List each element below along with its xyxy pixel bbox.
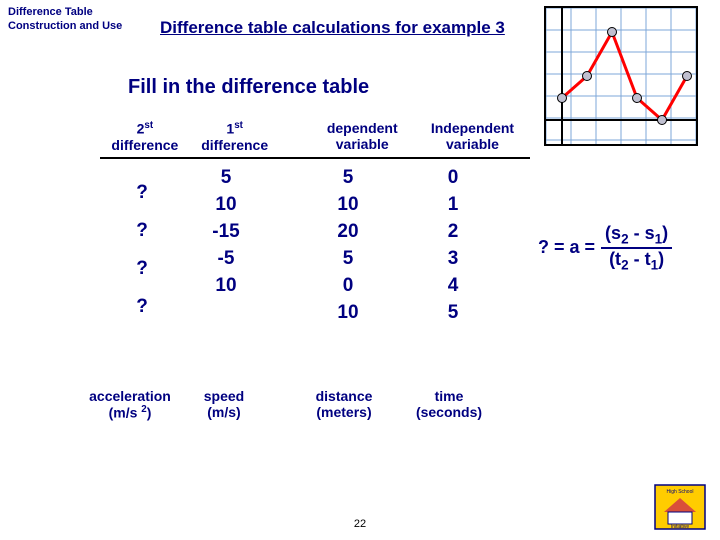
difference-table: 2st difference 1st difference dependent … (100, 118, 530, 324)
col-first-diff: 5 10 -15 -5 10 (184, 165, 268, 324)
cell: 5 (343, 167, 354, 189)
cell: 0 (448, 167, 459, 189)
header-first-diff: 1st difference (190, 118, 280, 155)
unit-time: time (seconds) (394, 388, 504, 421)
cell: 1 (448, 194, 459, 216)
subheading: Fill in the difference table (128, 76, 369, 99)
cell: 3 (448, 248, 459, 270)
cell: 4 (448, 275, 459, 297)
footer-logo: High School Initiative (654, 484, 706, 530)
cell: 0 (343, 275, 354, 297)
col-independent: 0 1 2 3 4 5 (398, 165, 508, 324)
cell: ? (136, 220, 148, 242)
mini-chart (544, 6, 698, 146)
svg-text:High School: High School (667, 489, 694, 495)
chart-svg (546, 8, 696, 144)
cell: 10 (215, 275, 236, 297)
acceleration-formula: ? = a = (s2 - s1) (t2 - t1) (538, 223, 672, 272)
page-number: 22 (354, 518, 366, 530)
svg-text:Initiative: Initiative (671, 524, 690, 530)
cell: ? (136, 296, 148, 318)
unit-acceleration: acceleration (m/s 2) (76, 388, 184, 421)
formula-lhs: ? = a = (538, 237, 595, 258)
cell: 5 (221, 167, 232, 189)
formula-numerator: (s2 - s1) (601, 223, 672, 247)
formula-denominator: (t2 - t1) (605, 249, 668, 273)
cell: 10 (337, 194, 358, 216)
cell: 5 (448, 302, 459, 324)
corner-label: Difference Table Construction and Use (8, 6, 122, 34)
cell: -15 (212, 221, 239, 243)
corner-line1: Difference Table (8, 6, 122, 20)
table-rule (100, 157, 530, 159)
page-title: Difference table calculations for exampl… (160, 18, 505, 38)
units-row: acceleration (m/s 2) speed (m/s) distanc… (76, 388, 504, 421)
cell: 20 (337, 221, 358, 243)
unit-speed: speed (m/s) (184, 388, 264, 421)
unit-distance: distance (meters) (294, 388, 394, 421)
header-independent: Independent variable (415, 118, 530, 155)
header-dependent: dependent variable (310, 118, 415, 155)
formula-fraction: (s2 - s1) (t2 - t1) (601, 223, 672, 272)
cell: ? (136, 182, 148, 204)
cell: 10 (215, 194, 236, 216)
col-second-diff: ???? (100, 165, 184, 324)
table-body: ???? 5 10 -15 -5 10 5 10 20 5 0 10 0 1 2 3 4 5 (100, 165, 530, 324)
cell: 5 (343, 248, 354, 270)
col-dependent: 5 10 20 5 0 10 (298, 165, 398, 324)
cell: -5 (218, 248, 235, 270)
header-second-diff: 2st difference (100, 118, 190, 155)
table-header-row: 2st difference 1st difference dependent … (100, 118, 530, 155)
cell: ? (136, 258, 148, 280)
cell: 2 (448, 221, 459, 243)
cell: 10 (337, 302, 358, 324)
corner-line2: Construction and Use (8, 20, 122, 34)
